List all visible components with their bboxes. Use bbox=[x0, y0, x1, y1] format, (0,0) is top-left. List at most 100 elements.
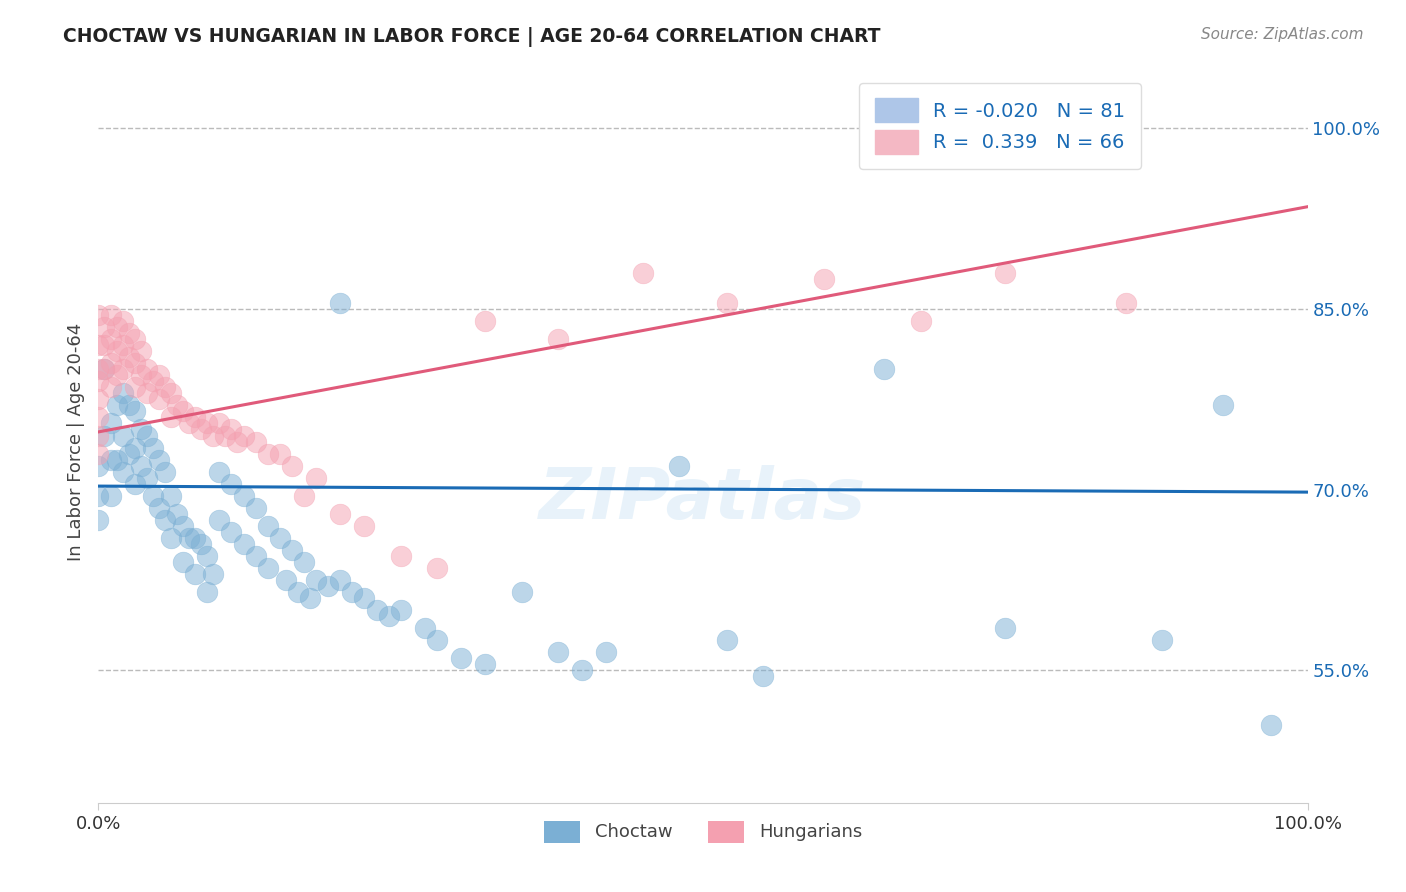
Point bbox=[87, 392, 110, 407]
Point bbox=[105, 398, 128, 412]
Point bbox=[93, 362, 115, 376]
Point bbox=[910, 314, 932, 328]
Point bbox=[208, 513, 231, 527]
Point bbox=[256, 519, 278, 533]
Point bbox=[474, 314, 496, 328]
Point bbox=[111, 465, 134, 479]
Point bbox=[245, 500, 267, 515]
Point bbox=[111, 386, 134, 401]
Point bbox=[142, 441, 165, 455]
Point bbox=[100, 308, 122, 322]
Point bbox=[148, 452, 170, 467]
Point bbox=[118, 350, 141, 364]
Point bbox=[172, 519, 194, 533]
Point bbox=[202, 567, 225, 582]
Point bbox=[595, 645, 617, 659]
Point bbox=[1260, 717, 1282, 731]
Point bbox=[124, 332, 146, 346]
Point bbox=[111, 314, 134, 328]
Point bbox=[93, 362, 115, 376]
Point bbox=[124, 441, 146, 455]
Point bbox=[160, 386, 183, 401]
Point bbox=[510, 585, 533, 599]
Point bbox=[124, 380, 146, 394]
Point bbox=[389, 603, 412, 617]
Point bbox=[366, 603, 388, 617]
Point bbox=[124, 404, 146, 418]
Point bbox=[129, 344, 152, 359]
Point bbox=[148, 392, 170, 407]
Point bbox=[202, 428, 225, 442]
Point bbox=[87, 489, 110, 503]
Point bbox=[245, 434, 267, 449]
Point bbox=[172, 404, 194, 418]
Point bbox=[111, 338, 134, 352]
Point bbox=[87, 447, 110, 461]
Point bbox=[87, 458, 110, 473]
Point bbox=[994, 266, 1017, 280]
Point bbox=[87, 410, 110, 425]
Point bbox=[256, 447, 278, 461]
Point bbox=[474, 657, 496, 672]
Point bbox=[208, 417, 231, 431]
Point bbox=[873, 362, 896, 376]
Point bbox=[105, 368, 128, 383]
Point bbox=[329, 573, 352, 587]
Point bbox=[100, 332, 122, 346]
Point bbox=[179, 531, 201, 545]
Point bbox=[232, 537, 254, 551]
Point bbox=[221, 476, 243, 491]
Point bbox=[281, 458, 304, 473]
Point bbox=[153, 465, 176, 479]
Point bbox=[105, 320, 128, 334]
Point bbox=[426, 633, 449, 648]
Point bbox=[226, 434, 249, 449]
Point bbox=[305, 471, 328, 485]
Point bbox=[426, 561, 449, 575]
Point bbox=[142, 489, 165, 503]
Point bbox=[184, 410, 207, 425]
Point bbox=[668, 458, 690, 473]
Point bbox=[93, 320, 115, 334]
Point bbox=[142, 375, 165, 389]
Text: Source: ZipAtlas.com: Source: ZipAtlas.com bbox=[1201, 27, 1364, 42]
Point bbox=[377, 609, 399, 624]
Point bbox=[1152, 633, 1174, 648]
Point bbox=[232, 489, 254, 503]
Point bbox=[221, 524, 243, 539]
Point bbox=[195, 417, 218, 431]
Point bbox=[100, 489, 122, 503]
Point bbox=[166, 398, 188, 412]
Point bbox=[342, 585, 364, 599]
Point bbox=[299, 591, 322, 606]
Point bbox=[245, 549, 267, 563]
Point bbox=[172, 555, 194, 569]
Point bbox=[292, 555, 315, 569]
Point bbox=[813, 272, 835, 286]
Point bbox=[1212, 398, 1234, 412]
Point bbox=[135, 362, 157, 376]
Point bbox=[305, 573, 328, 587]
Point bbox=[232, 428, 254, 442]
Point bbox=[184, 567, 207, 582]
Point bbox=[124, 476, 146, 491]
Point bbox=[389, 549, 412, 563]
Point bbox=[329, 296, 352, 310]
Point bbox=[214, 428, 236, 442]
Text: ZIPatlas: ZIPatlas bbox=[540, 465, 866, 533]
Point bbox=[547, 332, 569, 346]
Point bbox=[118, 398, 141, 412]
Point bbox=[292, 489, 315, 503]
Point bbox=[256, 561, 278, 575]
Point bbox=[129, 423, 152, 437]
Point bbox=[111, 428, 134, 442]
Point bbox=[353, 591, 375, 606]
Point bbox=[287, 585, 309, 599]
Point bbox=[269, 447, 291, 461]
Point bbox=[190, 537, 212, 551]
Point bbox=[160, 489, 183, 503]
Point bbox=[353, 519, 375, 533]
Point bbox=[281, 542, 304, 557]
Point bbox=[148, 500, 170, 515]
Point bbox=[208, 465, 231, 479]
